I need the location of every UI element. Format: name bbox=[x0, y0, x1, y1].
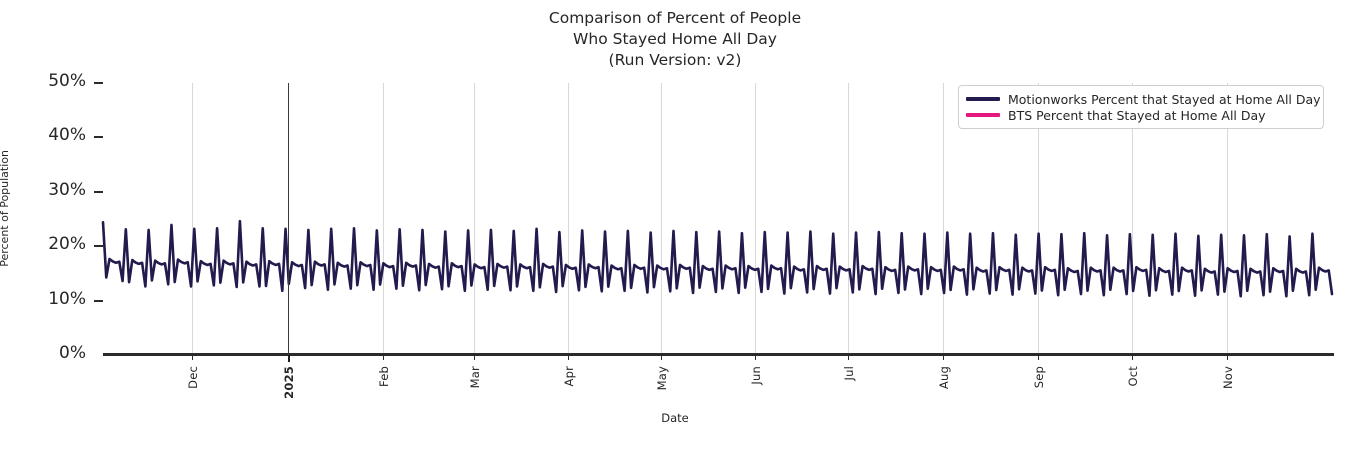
gridline bbox=[568, 83, 569, 355]
x-axis-tick-mark bbox=[1038, 353, 1040, 360]
y-axis-tick-label: 10% bbox=[48, 288, 86, 309]
y-axis-label: Percent of Population bbox=[0, 150, 11, 267]
series-motionworks bbox=[101, 219, 1334, 298]
x-axis-tick-mark bbox=[755, 353, 757, 360]
x-axis-tick-mark bbox=[192, 353, 194, 360]
series-line-motionworks bbox=[101, 219, 1334, 298]
legend-item[interactable]: Motionworks Percent that Stayed at Home … bbox=[966, 91, 1321, 107]
year-boundary-line bbox=[288, 83, 289, 355]
gridline bbox=[943, 83, 944, 355]
gridline bbox=[1227, 83, 1228, 355]
x-axis-tick-label: Mar bbox=[468, 366, 482, 389]
x-axis-tick-label: 2025 bbox=[282, 366, 296, 399]
x-axis-tick-label: Nov bbox=[1221, 366, 1235, 390]
y-axis-tick-label: 40% bbox=[48, 125, 86, 146]
x-axis-label: Date bbox=[661, 411, 689, 425]
y-axis-tick-mark bbox=[94, 190, 103, 193]
gridline bbox=[383, 83, 384, 355]
x-axis-tick-label: May bbox=[655, 366, 669, 391]
x-axis-line bbox=[103, 353, 1334, 356]
y-axis-tick-mark bbox=[94, 299, 103, 302]
x-axis-tick-mark bbox=[474, 353, 476, 360]
gridline bbox=[1038, 83, 1039, 355]
chart-title: Comparison of Percent of People Who Stay… bbox=[548, 9, 802, 69]
y-axis-tick-label: 0% bbox=[59, 343, 86, 363]
y-axis-tick-label: 30% bbox=[48, 179, 86, 200]
y-axis-tick-label: 20% bbox=[48, 234, 86, 255]
x-axis-tick-label: Jun bbox=[749, 366, 763, 385]
gridline bbox=[1132, 83, 1133, 355]
legend-color-swatch bbox=[966, 113, 1000, 117]
gridline bbox=[755, 83, 756, 355]
x-axis-tick-mark bbox=[568, 353, 570, 360]
y-axis-tick-label: 50% bbox=[48, 71, 86, 91]
x-axis-tick-label: Aug bbox=[937, 366, 951, 390]
x-axis-tick-mark bbox=[288, 353, 291, 362]
gridline bbox=[661, 83, 662, 355]
x-axis-tick-mark bbox=[1132, 353, 1134, 360]
x-axis-tick-mark bbox=[383, 353, 385, 360]
legend-item-label: BTS Percent that Stayed at Home All Day bbox=[1008, 107, 1266, 123]
x-axis-tick-label: Oct bbox=[1126, 366, 1140, 387]
x-axis-tick-label: Jul bbox=[842, 366, 856, 381]
x-axis-tick-label: Sep bbox=[1032, 366, 1046, 389]
legend-item-label: Motionworks Percent that Stayed at Home … bbox=[1008, 91, 1321, 107]
x-axis-tick-mark bbox=[848, 353, 850, 360]
x-axis-tick-label: Feb bbox=[377, 366, 391, 387]
gridline bbox=[192, 83, 193, 355]
x-axis-tick-mark bbox=[1227, 353, 1229, 360]
legend-color-swatch bbox=[966, 97, 1000, 101]
y-axis-tick-mark bbox=[94, 136, 103, 139]
x-axis-tick-label: Apr bbox=[562, 366, 576, 387]
plot-area bbox=[101, 83, 1334, 355]
y-axis-tick-mark bbox=[94, 245, 103, 248]
chart-legend: Motionworks Percent that Stayed at Home … bbox=[958, 85, 1324, 129]
x-axis-tick-label: Dec bbox=[186, 366, 200, 389]
y-axis-tick-mark bbox=[94, 82, 103, 84]
gridline bbox=[848, 83, 849, 355]
x-axis-tick-mark bbox=[943, 353, 945, 360]
gridline bbox=[474, 83, 475, 355]
legend-item[interactable]: BTS Percent that Stayed at Home All Day bbox=[966, 107, 1315, 123]
x-axis-tick-mark bbox=[661, 353, 663, 360]
